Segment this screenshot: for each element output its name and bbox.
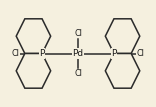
Polygon shape bbox=[16, 54, 51, 88]
Text: Cl: Cl bbox=[74, 29, 82, 38]
Text: Cl: Cl bbox=[12, 49, 20, 58]
Polygon shape bbox=[105, 19, 140, 54]
Text: P: P bbox=[39, 49, 45, 58]
Text: Cl: Cl bbox=[74, 69, 82, 78]
Text: Pd: Pd bbox=[72, 49, 84, 58]
Polygon shape bbox=[105, 54, 140, 88]
Polygon shape bbox=[16, 19, 51, 54]
Text: Cl: Cl bbox=[136, 49, 144, 58]
Text: P: P bbox=[111, 49, 117, 58]
